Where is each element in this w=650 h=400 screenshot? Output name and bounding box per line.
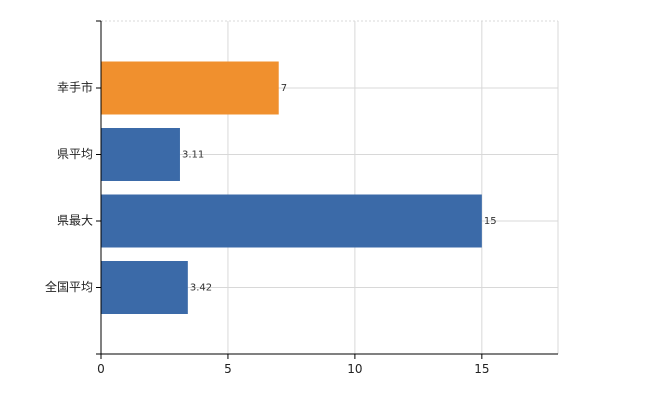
x-tick-label: 10 [347,362,362,376]
bar [101,128,180,181]
data-label: 3.11 [182,150,204,161]
data-label: 7 [281,83,287,94]
x-tick-label: 5 [224,362,232,376]
category-label: 全国平均 [45,279,93,294]
bar [101,261,188,314]
bars [101,61,482,314]
category-label: 県平均 [57,147,93,161]
category-label: 県最大 [57,214,93,228]
category-label: 幸手市 [57,80,93,95]
x-tick-label: 0 [97,362,105,376]
data-label: 15 [484,216,497,227]
bar [101,61,279,115]
labels: 幸手市 7 県平均 3.11 県最大 15 全国平均 3.42 0 5 10 15 [45,20,497,376]
data-label: 3.42 [190,283,212,294]
x-tick-label: 15 [474,362,489,376]
bar [101,194,482,248]
